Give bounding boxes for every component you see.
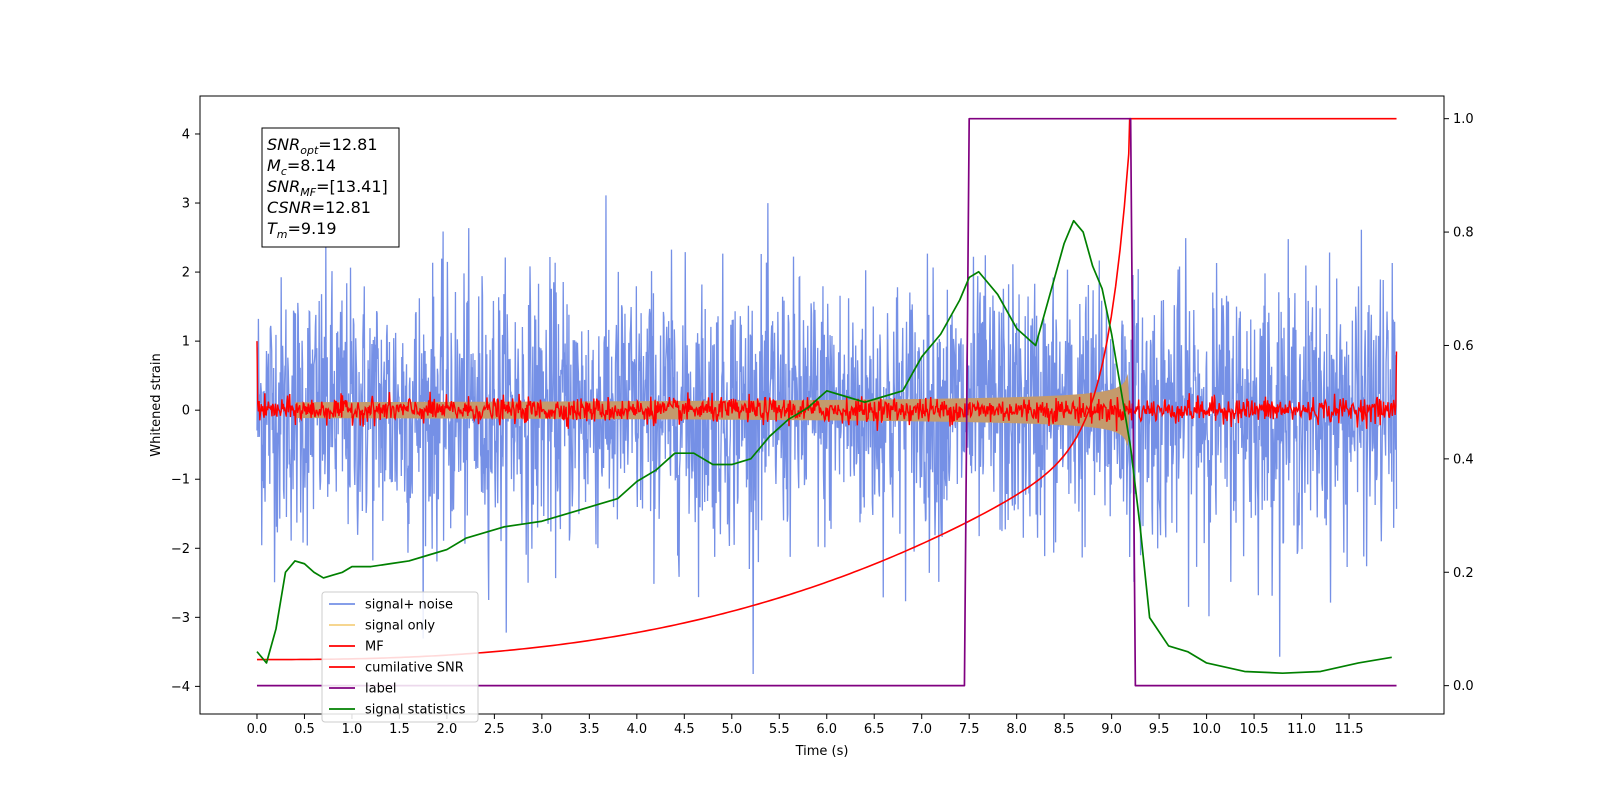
y2-tick-label: 1.0 <box>1453 112 1474 127</box>
legend-entry: label <box>365 682 396 697</box>
stats-box-entry: CSNR=12.81 <box>267 198 371 217</box>
x-tick-label: 0.5 <box>294 722 315 737</box>
x-tick-label: 3.5 <box>579 722 600 737</box>
stats-box-entry: Mc=8.14 <box>267 156 336 178</box>
y-tick-label: 1 <box>182 335 190 350</box>
series-label <box>256 117 1397 687</box>
series-mf <box>256 341 1398 432</box>
x-tick-label: 6.5 <box>864 722 885 737</box>
legend: signal+ noise signal only MF cumilative SNR… <box>321 591 479 723</box>
x-tick-label: 0.0 <box>247 722 268 737</box>
stats-box-entry: SNRopt=12.81 <box>267 135 378 157</box>
y2-tick-label: 0.4 <box>1453 452 1474 467</box>
x-tick-label: 9.5 <box>1149 722 1170 737</box>
x-tick-label: 10.5 <box>1240 722 1269 737</box>
stats-box: SNRopt=12.81Mc=8.14SNRMF=[13.41]CSNR=12.… <box>261 127 400 248</box>
x-tick-label: 10.0 <box>1192 722 1221 737</box>
x-tick-label: 9.0 <box>1101 722 1122 737</box>
x-tick-label: 3.0 <box>532 722 553 737</box>
legend-frame <box>321 591 479 723</box>
x-tick-label: 5.5 <box>769 722 790 737</box>
stats-box-entry: SNRMF=[13.41] <box>267 177 388 199</box>
x-tick-label: 11.5 <box>1335 722 1364 737</box>
x-tick-label: 7.5 <box>959 722 980 737</box>
legend-entry: signal statistics <box>365 703 466 718</box>
x-tick-label: 2.0 <box>437 722 458 737</box>
x-tick-label: 4.5 <box>674 722 695 737</box>
x-tick-label: 5.0 <box>721 722 742 737</box>
y-tick-label: 4 <box>182 127 190 142</box>
y2-tick-label: 0.2 <box>1453 566 1474 581</box>
y2-tick-label: 0.0 <box>1453 679 1474 694</box>
x-tick-label: 11.0 <box>1287 722 1316 737</box>
x-tick-label: 2.5 <box>484 722 505 737</box>
y-tick-label: −2 <box>171 542 190 557</box>
legend-entry: signal only <box>365 619 435 634</box>
stats-box-entry: Tm=9.19 <box>267 219 337 241</box>
x-tick-label: 1.5 <box>389 722 410 737</box>
x-tick-label: 8.5 <box>1054 722 1075 737</box>
y-axis-label: Whitened strain <box>149 353 164 456</box>
series-signal-statistics <box>256 219 1392 675</box>
y-tick-label: −3 <box>171 611 190 626</box>
y2-tick-label: 0.8 <box>1453 226 1474 241</box>
plot-frame <box>199 95 1445 715</box>
y-tick-label: 0 <box>182 404 190 419</box>
y-tick-label: −1 <box>171 473 190 488</box>
x-tick-label: 1.0 <box>342 722 363 737</box>
x-tick-label: 7.0 <box>911 722 932 737</box>
legend-entry: signal+ noise <box>365 598 453 613</box>
x-tick-label: 8.0 <box>1006 722 1027 737</box>
legend-entry: cumilative SNR <box>365 661 464 676</box>
y-tick-label: 3 <box>182 197 190 212</box>
x-tick-label: 6.0 <box>816 722 837 737</box>
y2-tick-label: 0.6 <box>1453 339 1474 354</box>
ticks-layer: 0.0 0.5 1.0 1.5 2.0 2.5 3.0 3.5 4.0 4.5 5.0 5.5 6.0 6… <box>171 112 1474 737</box>
stats-box-frame <box>261 127 400 248</box>
y-tick-label: 2 <box>182 266 190 281</box>
x-tick-label: 4.0 <box>626 722 647 737</box>
x-axis-label: Time (s) <box>795 744 849 759</box>
y-tick-label: −4 <box>171 680 190 695</box>
legend-entry: MF <box>365 640 384 655</box>
